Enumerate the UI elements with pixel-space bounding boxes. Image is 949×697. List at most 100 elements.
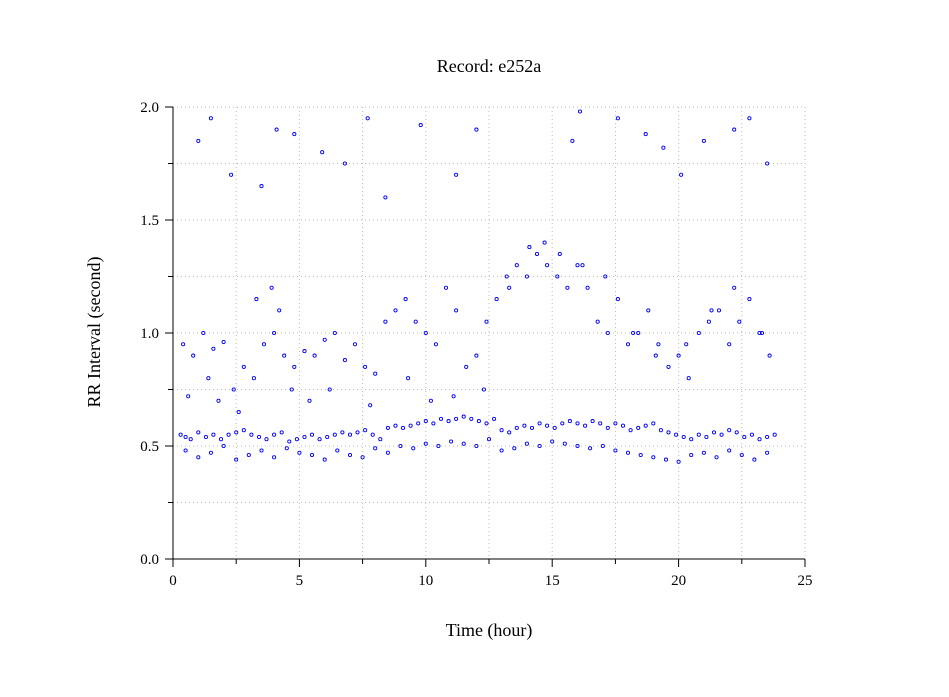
data-point	[689, 437, 694, 442]
data-point	[272, 455, 277, 460]
data-point	[529, 425, 535, 430]
data-point	[294, 437, 299, 442]
data-point	[562, 441, 567, 446]
data-point	[600, 443, 605, 449]
data-point	[454, 416, 459, 421]
data-point	[684, 342, 689, 347]
data-point	[560, 421, 565, 426]
y-tick-label: 2.0	[140, 100, 159, 116]
data-point	[590, 419, 595, 424]
data-point	[443, 285, 449, 290]
data-point	[360, 455, 365, 460]
data-point	[433, 342, 438, 347]
data-point	[552, 425, 557, 430]
data-point	[289, 387, 294, 392]
data-point	[575, 263, 580, 268]
data-point	[322, 457, 327, 462]
data-point	[492, 416, 497, 421]
data-point	[631, 330, 636, 336]
data-point	[436, 443, 441, 449]
data-point	[272, 432, 277, 437]
data-point	[370, 432, 375, 437]
data-point	[282, 353, 287, 358]
data-point	[186, 394, 191, 399]
data-point	[234, 430, 239, 435]
data-point	[246, 452, 251, 458]
data-point	[565, 285, 570, 290]
data-point	[385, 450, 390, 455]
data-point	[484, 421, 489, 426]
data-point	[279, 430, 284, 435]
data-point	[577, 109, 583, 114]
data-point	[504, 274, 509, 279]
data-point	[747, 116, 752, 121]
data-point	[284, 446, 289, 451]
data-point	[259, 448, 264, 453]
data-point	[181, 342, 186, 347]
data-point	[373, 446, 378, 451]
data-point	[595, 319, 600, 324]
data-point	[221, 339, 226, 345]
data-point	[332, 432, 337, 437]
data-point	[327, 387, 332, 392]
data-point	[716, 308, 722, 313]
data-point	[241, 364, 246, 369]
data-point	[651, 421, 656, 426]
data-point	[196, 455, 201, 460]
data-point	[446, 419, 451, 424]
data-point	[461, 441, 466, 446]
data-point	[408, 423, 413, 428]
data-point	[297, 450, 302, 455]
data-point	[625, 450, 631, 455]
data-point	[711, 430, 717, 435]
data-point	[666, 430, 671, 435]
data-point	[570, 138, 575, 143]
data-point	[714, 455, 719, 460]
data-point	[524, 274, 529, 279]
data-point	[661, 145, 666, 150]
data-point	[292, 364, 297, 369]
data-point	[264, 437, 269, 442]
data-point	[241, 428, 246, 433]
data-point	[469, 416, 474, 421]
data-point	[307, 398, 312, 403]
data-point	[203, 434, 208, 440]
data-point	[658, 428, 663, 433]
data-point	[759, 330, 765, 336]
data-point	[378, 437, 383, 442]
y-axis-label: RR Interval (second)	[84, 257, 105, 408]
data-point	[674, 432, 679, 437]
data-point	[431, 421, 436, 426]
data-point	[588, 446, 593, 451]
data-point	[342, 161, 347, 166]
data-point	[625, 342, 631, 347]
data-point	[679, 172, 684, 177]
data-point	[486, 437, 492, 442]
data-point	[499, 428, 504, 433]
data-point	[514, 263, 519, 268]
data-point	[727, 448, 732, 453]
data-point	[413, 319, 418, 324]
data-point	[188, 437, 193, 442]
data-point	[325, 434, 330, 440]
data-point	[322, 337, 327, 342]
data-point	[400, 425, 406, 430]
data-point	[527, 245, 532, 250]
data-point	[454, 308, 459, 313]
data-point	[772, 432, 777, 437]
x-tick-label: 0	[169, 573, 177, 589]
data-point	[231, 387, 236, 392]
y-tick-label: 1.5	[140, 213, 159, 229]
data-point	[636, 425, 641, 430]
data-point	[494, 297, 499, 302]
data-point	[603, 274, 608, 279]
data-point	[309, 432, 315, 437]
data-point	[656, 342, 661, 347]
data-point	[701, 138, 706, 143]
data-point	[575, 443, 580, 449]
data-point	[653, 353, 658, 358]
data-point	[254, 297, 259, 302]
data-point	[555, 274, 560, 279]
data-point	[302, 434, 307, 440]
